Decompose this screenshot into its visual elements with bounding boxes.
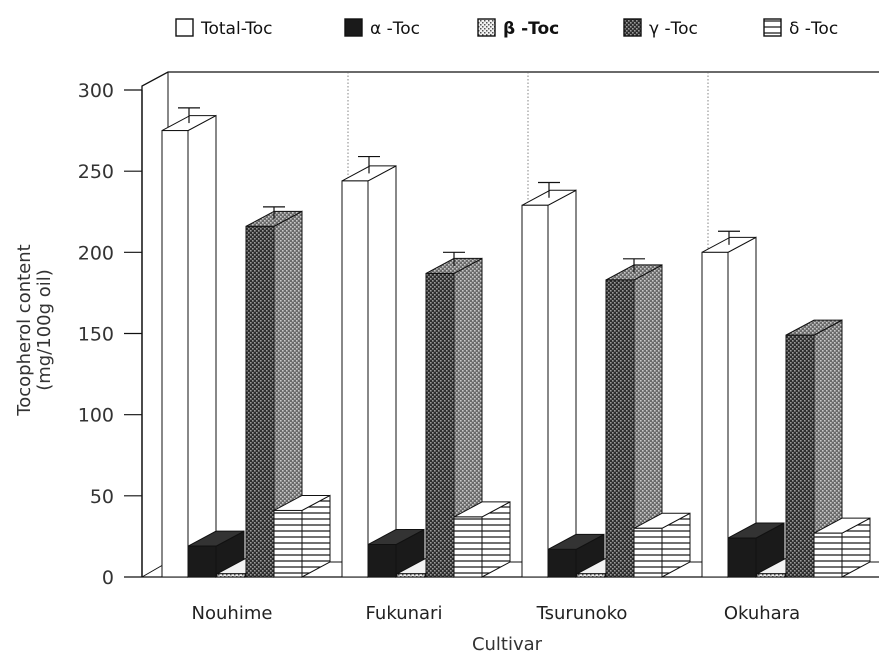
bar-gamma-okuhara-front (785, 334, 815, 578)
bar-gamma-tsurunoko (605, 258, 663, 578)
bar-gamma-tsurunoko-front (605, 279, 635, 578)
bar-alpha-tsurunoko-front (547, 548, 577, 578)
bar-total-nouhime-side (187, 114, 217, 578)
bar-alpha-fukunari (367, 528, 425, 578)
legend-swatch-total (175, 18, 194, 37)
bar-total-okuhara (701, 230, 757, 578)
bar-total-tsurunoko (521, 181, 577, 578)
bar-delta-okuhara (813, 517, 871, 578)
bar-delta-tsurunoko (633, 512, 691, 578)
bar-total-fukunari-side (367, 165, 397, 578)
bar-total-fukunari (341, 155, 397, 578)
legend-label-delta: δ -Toc (789, 19, 838, 39)
y-tick-label: 300 (78, 80, 114, 102)
legend-swatch-beta (477, 18, 496, 37)
bar-delta-okuhara-front (813, 532, 843, 578)
y-tick-label: 200 (78, 242, 114, 264)
bar-delta-fukunari-front (453, 516, 483, 578)
bar-gamma-fukunari-front (425, 272, 455, 578)
bar-delta-nouhime (273, 494, 331, 578)
x-tick-label-nouhime: Nouhime (192, 603, 273, 624)
bar-alpha-tsurunoko (547, 533, 605, 578)
bar-gamma-nouhime-front (245, 225, 275, 578)
bar-delta-nouhime-front (273, 509, 303, 578)
bar-total-tsurunoko-side (547, 189, 577, 578)
legend-label-total: Total-Toc (200, 19, 273, 39)
legend-label-alpha: α -Toc (370, 19, 420, 39)
bars-group (161, 107, 871, 578)
bar-delta-fukunari (453, 501, 511, 578)
bar-delta-tsurunoko-front (633, 527, 663, 578)
y-tick-label: 50 (90, 486, 114, 508)
x-tick-label-tsurunoko: Tsurunoko (536, 603, 628, 624)
bar-alpha-fukunari-front (367, 544, 397, 578)
legend-swatch-gamma (623, 18, 642, 37)
legend-label-gamma: γ -Toc (649, 19, 698, 39)
chart-legend: Total-Toc α -Toc β -Toc γ -Toc δ -Toc (175, 18, 838, 39)
bar-beta-fukunari-front (396, 573, 426, 578)
bar-total-nouhime (161, 107, 217, 578)
bar-total-okuhara-front (701, 251, 729, 578)
y-tick-label: 100 (78, 405, 114, 427)
y-tick-label: 150 (78, 324, 114, 346)
legend-swatch-delta (763, 18, 782, 37)
x-axis-title: Cultivar (472, 634, 543, 655)
bar-gamma-okuhara (785, 319, 843, 578)
bar-total-tsurunoko-front (521, 204, 549, 578)
bar-beta-tsurunoko-front (576, 573, 606, 578)
y-axis-title-line2: (mg/100g oil) (34, 269, 55, 391)
bar-gamma-nouhime (245, 206, 303, 578)
x-axis: Nouhime Fukunari Tsurunoko Okuhara (192, 603, 801, 624)
bar-beta-okuhara-front (756, 573, 786, 578)
bar-beta-nouhime-front (216, 573, 246, 578)
y-tick-label: 250 (78, 161, 114, 183)
bar-total-nouhime-front (161, 130, 189, 578)
legend-swatch-alpha (344, 18, 363, 37)
x-tick-label-okuhara: Okuhara (724, 603, 800, 624)
y-axis-title-line1: Tocopherol content (14, 244, 35, 416)
y-tick-label: 0 (102, 567, 114, 589)
y-axis: 0 50 100 150 200 250 300 (78, 80, 143, 589)
bar-alpha-nouhime-front (187, 545, 217, 578)
x-tick-label-fukunari: Fukunari (366, 603, 443, 624)
bar-total-fukunari-front (341, 180, 369, 578)
bar-alpha-okuhara-front (727, 537, 757, 578)
legend-label-beta: β -Toc (503, 19, 559, 39)
